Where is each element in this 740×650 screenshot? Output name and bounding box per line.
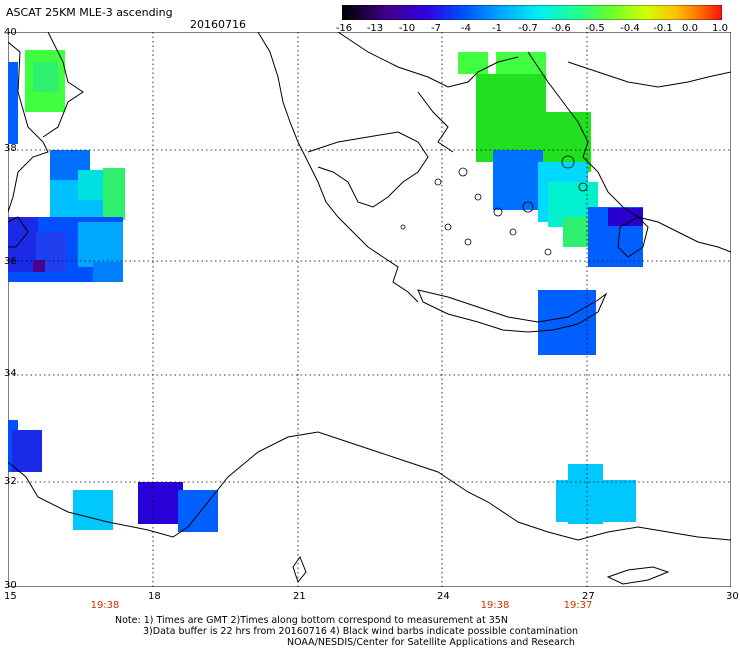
wind-cell [12, 430, 42, 472]
time-label: 19:37 [563, 600, 593, 611]
colorbar-label: -0.6 [551, 23, 571, 34]
time-label: 19:38 [90, 600, 120, 611]
island [578, 182, 588, 192]
coast-turkey [527, 51, 731, 253]
time-label: 19:38 [480, 600, 510, 611]
coast-italy-east [42, 32, 84, 138]
wind-cell [138, 482, 183, 524]
wind-cell [608, 208, 643, 226]
lon-label: 24 [437, 591, 450, 602]
wind-cell [93, 262, 123, 282]
coast-chalkidiki [417, 91, 454, 153]
lat-label: 30 [4, 580, 17, 591]
coast-italy [8, 41, 49, 213]
lat-label: 34 [4, 368, 17, 379]
wind-cell [33, 260, 45, 272]
island [434, 178, 442, 186]
island [561, 155, 575, 169]
coast-island-south [606, 566, 670, 585]
wind-cell [538, 290, 596, 355]
colorbar-label: -10 [398, 23, 416, 34]
colorbar-label: -0.7 [518, 23, 538, 34]
colorbar-label: -1 [492, 23, 502, 34]
island [464, 238, 472, 246]
wind-cell [78, 222, 123, 267]
wind-cell [78, 170, 103, 200]
island [509, 228, 517, 236]
lon-label: 15 [4, 591, 17, 602]
coast-sicily [8, 216, 29, 248]
coast-island-small [292, 555, 307, 584]
colorbar-label: -7 [431, 23, 441, 34]
colorbar-label: -0.5 [585, 23, 605, 34]
island [493, 207, 503, 217]
footnote: Note: 1) Times are GMT 2)Times along bot… [115, 615, 578, 648]
lat-label: 36 [4, 256, 17, 267]
map-date: 20160716 [190, 18, 246, 31]
colorbar-label: 0.0 [682, 23, 698, 34]
coast-rhodes [617, 216, 649, 258]
island [458, 167, 468, 177]
island [400, 224, 406, 230]
wind-cell [496, 52, 546, 74]
footnote-line: 3)Data buffer is 22 hrs from 20160716 4)… [143, 626, 579, 637]
map-title: ASCAT 25KM MLE-3 ascending [6, 6, 173, 19]
coast-greece-west [257, 32, 419, 303]
colorbar-label: 1.0 [712, 23, 728, 34]
colorbar-label: -0.1 [653, 23, 673, 34]
graticule [8, 32, 731, 587]
island [522, 201, 534, 213]
wind-cell [8, 62, 18, 144]
wind-cell [556, 480, 636, 522]
wind-map [8, 32, 731, 587]
wind-cell [458, 52, 488, 74]
lon-label: 21 [293, 591, 306, 602]
island [444, 223, 452, 231]
islands [400, 155, 588, 256]
lat-label: 38 [4, 143, 17, 154]
coast-north-aegean [337, 32, 519, 88]
colorbar-label: -16 [335, 23, 353, 34]
colorbar-label: -4 [461, 23, 471, 34]
coastlines [8, 32, 731, 585]
colorbar-labels: -16 -13 -10 -7 -4 -1 -0.7 -0.6 -0.5 -0.4… [330, 23, 735, 35]
colorbar [342, 5, 722, 20]
wind-cell [493, 150, 543, 210]
coast-africa [8, 431, 731, 541]
lon-label: 18 [148, 591, 161, 602]
lat-label: 32 [4, 476, 17, 487]
coast-peloponnese-north [307, 131, 429, 208]
footnote-line: NOAA/NESDIS/Center for Satellite Applica… [287, 637, 575, 648]
footnote-line: Note: 1) Times are GMT 2)Times along bot… [115, 615, 508, 626]
wind-cell [33, 62, 58, 92]
island [544, 248, 552, 256]
island [474, 193, 482, 201]
wind-cell [73, 490, 113, 530]
lon-label: 30 [726, 591, 739, 602]
coast-marmara [567, 61, 731, 88]
wind-cells [8, 50, 643, 532]
lon-label: 27 [582, 591, 595, 602]
wind-cell [178, 490, 218, 532]
coast-crete [417, 289, 608, 333]
colorbar-label: -13 [366, 23, 384, 34]
colorbar-label: -0.4 [620, 23, 640, 34]
wind-cell [103, 168, 125, 220]
wind-cell [476, 74, 546, 162]
lat-label: 40 [4, 27, 17, 38]
